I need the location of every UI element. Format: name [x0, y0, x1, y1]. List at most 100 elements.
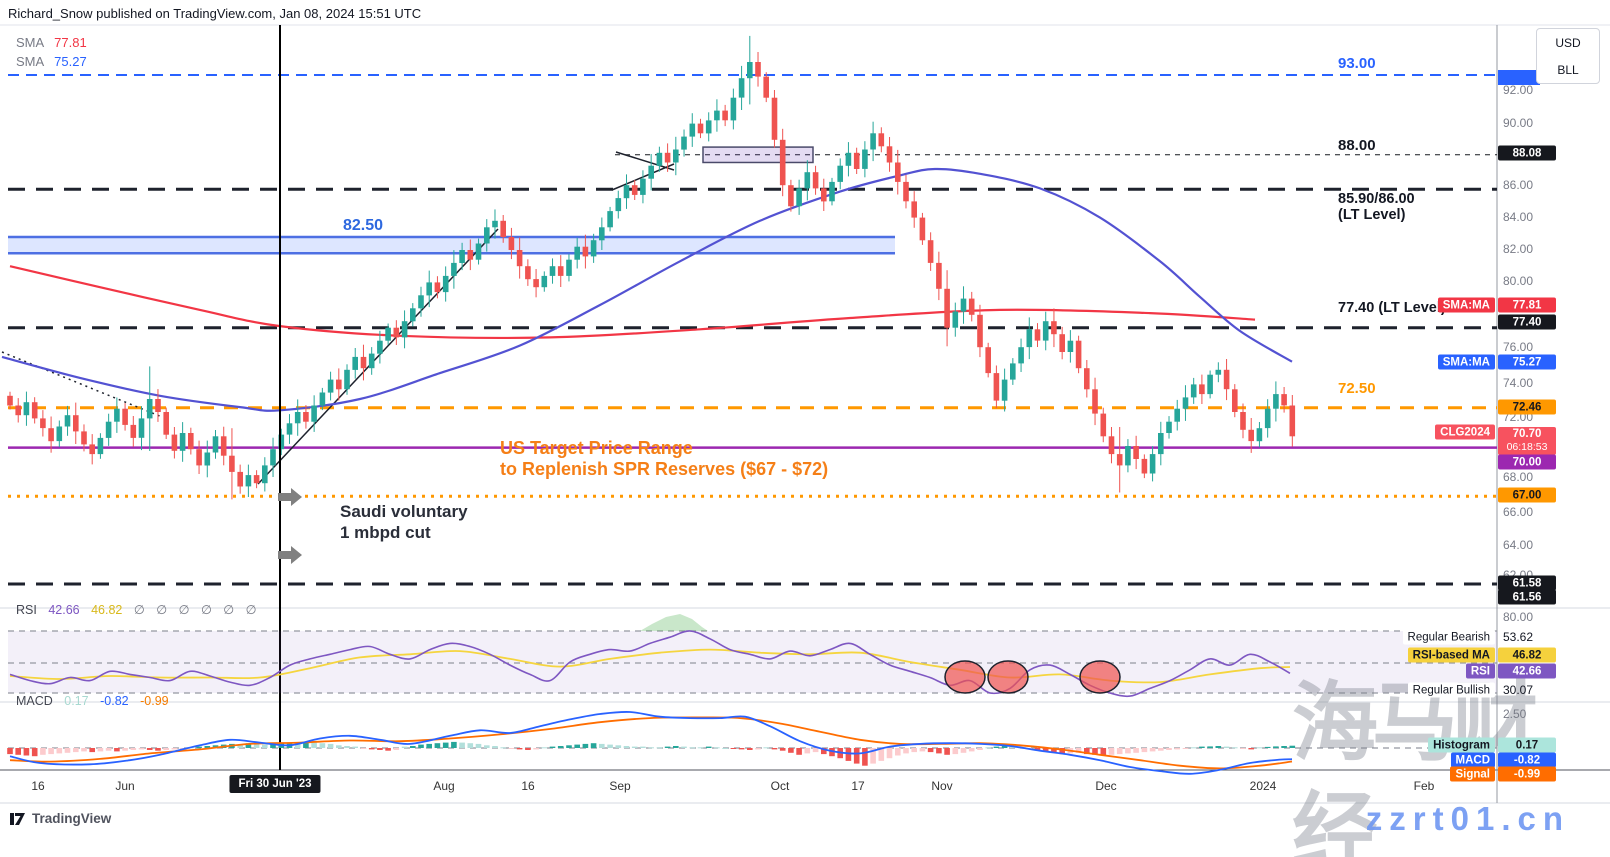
unit-label: BLL	[1557, 62, 1579, 77]
candle-body	[262, 465, 268, 484]
macd-hist-bar	[97, 748, 104, 752]
level-text-93[interactable]: 93.00	[1338, 55, 1376, 72]
macd-hist-bar	[623, 746, 630, 748]
sma-label: SMA	[16, 35, 45, 50]
price-axis-label-67.00: 67.00	[1498, 487, 1556, 503]
price-axis-tick: 66.00	[1503, 505, 1534, 519]
candle-body	[171, 434, 178, 451]
macd-hist-bar	[615, 745, 622, 748]
candle-body	[911, 201, 917, 218]
price-axis[interactable]: 92.00 90.00 86.00 84.00 82.00 80.00 76.00 74.00…	[1497, 25, 1610, 803]
macd-hist-bar	[1174, 748, 1180, 750]
macd-hist-bar	[541, 747, 548, 749]
candle-body	[303, 412, 309, 422]
macd-hist-bar	[664, 746, 671, 748]
candle-body	[48, 428, 54, 442]
float-label-clg2024: CLG2024	[1435, 424, 1495, 440]
saudi-annotation[interactable]: Saudi voluntary 1 mbpd cut	[340, 502, 468, 542]
price-axis-tick: 84.00	[1503, 210, 1534, 224]
candle-body	[845, 152, 852, 166]
macd-hist-bar	[327, 743, 334, 748]
candle-body	[812, 172, 819, 189]
candle-body	[15, 405, 21, 416]
rsi-pane-header[interactable]: RSI 42.66 46.82 ∅ ∅ ∅ ∅ ∅ ∅	[16, 602, 261, 617]
rsi-bearish-shade	[640, 614, 708, 631]
candle-body	[1108, 436, 1115, 455]
indicator-legend[interactable]: SMA 77.81 SMA 75.27	[16, 33, 87, 71]
level-text-86[interactable]: 85.90/86.00	[1338, 191, 1415, 207]
macd-hist-bar	[89, 748, 95, 753]
time-axis[interactable]: 16 Jun Aug 16 Sep Oct 17 Nov Dec 2024 Feb Fri 30 Ju…	[0, 770, 1610, 803]
macd-hist-bar	[418, 744, 424, 748]
event-arrow-icon-0	[278, 488, 302, 506]
candle-body	[944, 288, 950, 328]
macd-hist-bar	[1092, 748, 1098, 755]
level-text-7740[interactable]: 77.40 (LT Level)	[1338, 300, 1446, 316]
tradingview-logo[interactable]: TradingView	[10, 810, 111, 827]
macd-hist-bar	[48, 748, 54, 755]
candle-body	[352, 356, 358, 370]
spr-annotation[interactable]: US Target Price Range to Replenish SPR R…	[500, 438, 829, 479]
candle-body	[1051, 321, 1057, 335]
candle-body	[1018, 347, 1024, 364]
macd-hist-bar	[401, 746, 408, 748]
candle-body	[599, 227, 605, 241]
candle-body	[1092, 389, 1098, 414]
candle-body	[1273, 394, 1279, 409]
macd-hist-bar	[747, 748, 753, 750]
candle-body	[516, 250, 523, 267]
candle-body	[697, 123, 704, 134]
macd-hist-bar	[673, 746, 679, 748]
macd-hist-bar	[960, 748, 967, 753]
macd-hist-bar	[1190, 747, 1197, 749]
macd-hist-bar	[714, 747, 720, 749]
time-axis-event-label: Fri 30 Jun '23	[229, 775, 321, 793]
trendline-0	[257, 228, 499, 485]
candle-body	[114, 408, 120, 422]
price-axis-tick: 92.00	[1503, 83, 1534, 97]
candle-body	[1116, 454, 1123, 466]
candle-body	[311, 405, 317, 422]
candle-body	[804, 172, 811, 189]
macd-hist-bar	[697, 747, 704, 749]
macd-hist-bar	[105, 748, 112, 751]
candle-body	[574, 246, 580, 260]
price-axis-tick: 86.00	[1503, 178, 1534, 192]
macd-hist-bar	[7, 748, 13, 755]
candle-body	[393, 327, 400, 338]
candle-body	[500, 220, 506, 237]
macd-hist-bar	[1199, 746, 1205, 748]
macd-hist-bar	[927, 748, 934, 753]
level-text-88[interactable]: 88.00	[1338, 137, 1376, 154]
macd-hist-bar	[1281, 746, 1287, 748]
price-axis-label-0.17: 0.17	[1498, 737, 1556, 753]
sma-red-value: 77.81	[54, 35, 87, 50]
level-text-8250[interactable]: 82.50	[343, 217, 384, 234]
macd-hist-bar	[566, 745, 572, 748]
macd-hist-bar	[1240, 748, 1246, 749]
macd-hist-bar	[886, 748, 893, 759]
rsi-bullish-circle-2	[1079, 660, 1121, 694]
macd-pane-header[interactable]: MACD 0.17 -0.82 -0.99	[16, 694, 169, 708]
candle-body	[179, 433, 186, 451]
candle-body	[1010, 363, 1016, 380]
macd-hist-bar	[508, 748, 515, 749]
candle-body	[1182, 397, 1189, 409]
float-label-rsi: RSI	[1465, 663, 1495, 679]
candle-body	[31, 402, 38, 419]
legend-sma-blue[interactable]: SMA 75.27	[16, 52, 87, 71]
axis-unit-box[interactable]: USD BLL	[1536, 28, 1600, 84]
macd-hist-bar	[484, 745, 490, 748]
rsi-band	[8, 631, 1497, 693]
candle-body	[1141, 458, 1148, 474]
candle-body	[714, 110, 720, 121]
macd-hist-bar	[681, 746, 687, 748]
candle-body	[89, 444, 95, 455]
trendline-2	[615, 151, 675, 171]
macd-hist-bar	[738, 748, 745, 750]
legend-sma-red[interactable]: SMA 77.81	[16, 33, 87, 52]
level-text-7250[interactable]: 72.50	[1338, 380, 1376, 397]
macd-hist-bar	[64, 748, 71, 753]
